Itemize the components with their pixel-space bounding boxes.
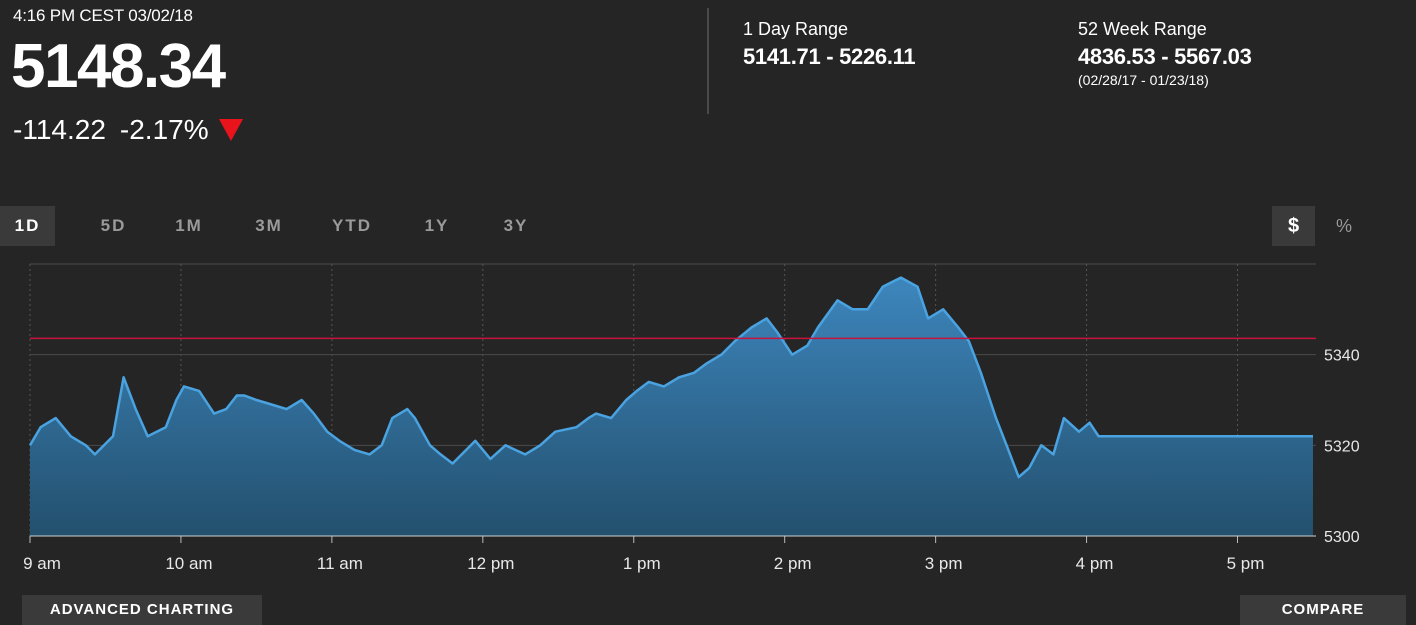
x-tick-label: 9 am xyxy=(23,554,61,573)
price-change: -114.22 xyxy=(13,114,106,145)
week-range-label: 52 Week Range xyxy=(1078,19,1207,39)
price-change-percent: -2.17% xyxy=(119,114,209,145)
quote-timestamp: 4:16 PM CEST 03/02/18 xyxy=(13,6,193,25)
tab-5d[interactable]: 5D xyxy=(100,216,127,235)
tab-1d[interactable]: 1D xyxy=(0,206,55,246)
week-range-value: 4836.53 - 5567.03 xyxy=(1078,44,1252,69)
unit-dollar-toggle[interactable]: $ xyxy=(1272,206,1315,246)
x-tick-label: 10 am xyxy=(165,554,212,573)
price-change-row: -114.22 -2.17% xyxy=(13,114,243,146)
week-range-dates: (02/28/17 - 01/23/18) xyxy=(1078,72,1209,88)
tab-3m[interactable]: 3M xyxy=(255,216,283,235)
intraday-chart[interactable]: 9 am 10 am 11 am 12 pm 1 pm 2 pm 3 pm 4 pm 5 pm 5… xyxy=(0,250,1416,580)
unit-percent-toggle[interactable]: % xyxy=(1335,216,1352,236)
down-arrow-icon xyxy=(218,119,243,141)
x-tick-label: 5 pm xyxy=(1227,554,1265,573)
tab-3y[interactable]: 3Y xyxy=(503,216,529,235)
advanced-charting-button[interactable]: ADVANCED CHARTING xyxy=(22,595,262,625)
price-line xyxy=(28,276,1313,479)
y-tick-label: 5320 xyxy=(1324,438,1360,455)
x-tick-label: 3 pm xyxy=(925,554,963,573)
price-area xyxy=(30,277,1313,536)
x-tick-label: 11 am xyxy=(317,554,363,573)
x-tick-label: 12 pm xyxy=(467,554,514,573)
x-tick-label: 1 pm xyxy=(623,554,661,573)
timeframe-tabs: 1D 5D 1M 3M YTD 1Y 3Y xyxy=(0,206,551,246)
compare-button[interactable]: COMPARE xyxy=(1240,595,1406,625)
day-range-label: 1 Day Range xyxy=(743,19,849,39)
day-range: 1 Day Range 5141.71 - 5226.11 xyxy=(743,19,916,70)
y-tick-label: 5300 xyxy=(1324,529,1360,546)
day-range-value: 5141.71 - 5226.11 xyxy=(743,44,916,69)
tab-1m[interactable]: 1M xyxy=(175,216,203,235)
x-tick-label: 4 pm xyxy=(1076,554,1114,573)
last-price: 5148.34 xyxy=(11,32,226,101)
tab-1y[interactable]: 1Y xyxy=(424,216,450,235)
x-tick-label: 2 pm xyxy=(774,554,812,573)
y-tick-label: 5340 xyxy=(1324,348,1360,365)
tab-ytd[interactable]: YTD xyxy=(332,216,372,235)
header-divider xyxy=(707,8,709,114)
week-range: 52 Week Range 4836.53 - 5567.03 (02/28/1… xyxy=(1078,19,1252,88)
